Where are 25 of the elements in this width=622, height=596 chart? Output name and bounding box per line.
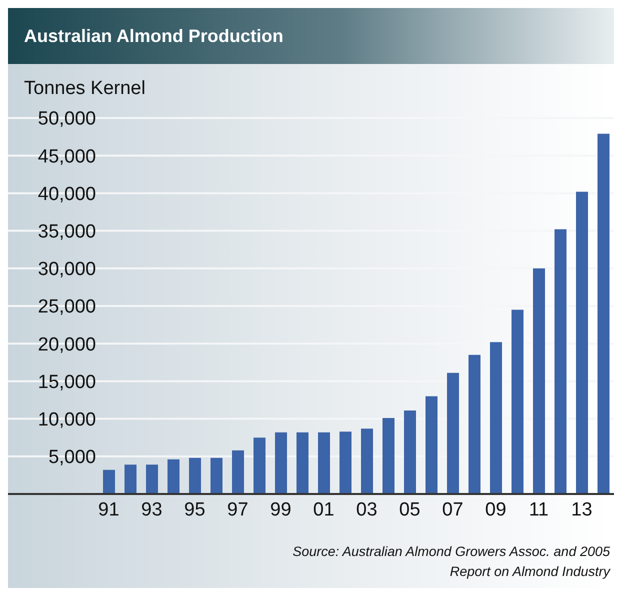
x-tick-label: 91 <box>98 499 120 520</box>
y-tick-label: 45,000 <box>38 146 96 168</box>
x-tick-label: 97 <box>227 499 248 520</box>
x-tick-label: 13 <box>571 499 592 520</box>
y-tick-label: 10,000 <box>38 410 96 431</box>
y-axis-title: Tonnes Kernel <box>23 77 146 101</box>
x-tick-label: 05 <box>399 499 420 520</box>
x-tick-label: 03 <box>356 499 378 520</box>
x-tick-label: 93 <box>141 499 162 520</box>
source-note: Source: Australian Almond Growers Assoc. and 2005 Report on Almond Industry <box>292 543 610 581</box>
x-tick-label: 95 <box>184 499 206 520</box>
y-tick-label: 35,000 <box>38 222 96 243</box>
y-tick-label: 15,000 <box>38 372 96 393</box>
y-tick-label: 20,000 <box>38 334 96 356</box>
x-tick-label: 07 <box>442 499 464 520</box>
y-tick-label: 50,000 <box>38 108 96 130</box>
chart-title: Australian Almond Production <box>8 8 614 64</box>
y-tick-label: 25,000 <box>38 296 96 318</box>
x-tick-label: 01 <box>313 499 334 520</box>
x-tick-label: 09 <box>485 499 506 520</box>
y-tick-label: 30,000 <box>38 259 96 280</box>
x-tick-label: 11 <box>528 499 549 520</box>
y-tick-label: 5,000 <box>48 447 96 468</box>
y-tick-label: 40,000 <box>38 184 96 205</box>
x-tick-label: 99 <box>270 499 292 520</box>
